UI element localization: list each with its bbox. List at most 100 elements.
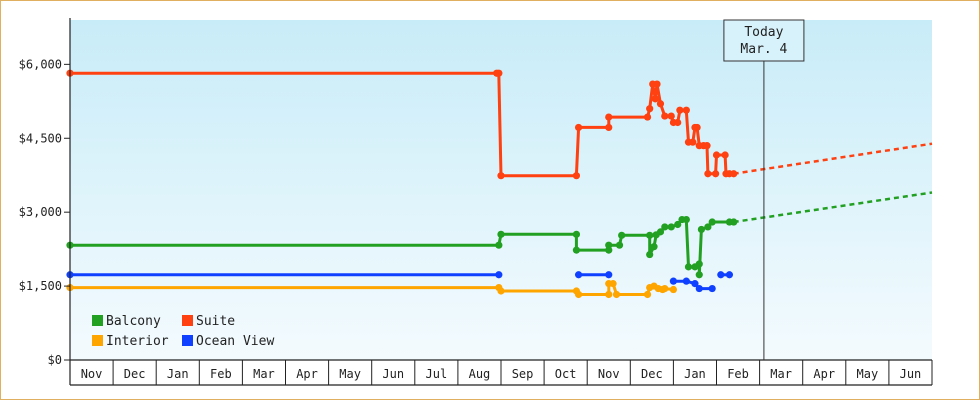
- data-point: [656, 228, 665, 236]
- data-point: [712, 151, 721, 159]
- plot-area: [70, 20, 932, 360]
- data-point: [708, 284, 716, 293]
- data-point: [712, 170, 720, 178]
- today-date: Mar. 4: [740, 42, 787, 57]
- data-point: [682, 106, 690, 114]
- data-point: [689, 138, 697, 146]
- data-point: [497, 230, 505, 238]
- legend-swatch: [92, 315, 103, 326]
- data-point: [572, 246, 581, 254]
- data-point: [695, 284, 703, 293]
- data-point: [704, 223, 712, 231]
- data-point: [605, 113, 613, 121]
- data-point: [695, 271, 703, 279]
- month-label: Feb: [210, 367, 232, 381]
- month-label: Feb: [727, 367, 749, 381]
- month-label: Nov: [598, 367, 620, 381]
- month-label: Jan: [684, 367, 706, 381]
- data-point: [650, 243, 658, 251]
- month-label: Apr: [296, 367, 318, 381]
- month-label: Apr: [813, 367, 835, 381]
- balcony-projection: [733, 191, 933, 224]
- data-point: [717, 271, 725, 279]
- today-label: Today: [744, 25, 783, 40]
- y-tick-label: $0: [48, 353, 62, 367]
- data-point: [605, 241, 613, 249]
- legend-swatch: [182, 335, 193, 346]
- data-point: [618, 231, 626, 239]
- data-point: [682, 277, 690, 285]
- month-label: May: [857, 367, 879, 381]
- data-point: [605, 290, 613, 299]
- data-point: [730, 170, 738, 178]
- data-point: [643, 113, 652, 121]
- data-point: [669, 277, 678, 285]
- data-point: [656, 100, 665, 108]
- legend-label: Balcony: [106, 314, 161, 329]
- month-label: Aug: [469, 367, 491, 381]
- today-box: [723, 19, 805, 62]
- data-point: [730, 218, 738, 226]
- data-point: [615, 241, 624, 249]
- month-label: Jan: [167, 367, 189, 381]
- legend-label: Ocean View: [196, 334, 274, 349]
- data-point: [495, 69, 503, 77]
- data-point: [684, 263, 693, 271]
- data-point: [653, 80, 661, 88]
- legend-swatch: [182, 315, 193, 326]
- data-point: [609, 280, 617, 288]
- data-point: [572, 172, 581, 180]
- data-point: [495, 241, 503, 249]
- legend-swatch: [92, 335, 103, 346]
- data-point: [725, 271, 734, 279]
- data-point: [497, 172, 505, 180]
- data-point: [605, 271, 613, 279]
- month-label: Oct: [555, 367, 577, 381]
- data-point: [646, 250, 654, 259]
- data-point: [574, 271, 583, 279]
- legend-label: Suite: [196, 314, 235, 329]
- data-point: [704, 170, 712, 178]
- data-point: [695, 260, 703, 268]
- data-point: [721, 151, 729, 159]
- y-tick-label: $3,000: [19, 205, 62, 219]
- data-point: [691, 280, 699, 288]
- data-point: [495, 271, 503, 279]
- data-point: [612, 290, 621, 299]
- data-point: [708, 218, 716, 226]
- data-point: [674, 118, 682, 127]
- data-point: [646, 105, 654, 113]
- data-point: [574, 290, 583, 299]
- month-label: Dec: [124, 367, 146, 381]
- y-tick-label: $4,500: [19, 131, 62, 145]
- month-label: Jun: [382, 367, 404, 381]
- data-point: [497, 287, 505, 295]
- data-point: [703, 142, 711, 150]
- month-label: Mar: [253, 367, 275, 381]
- data-point: [661, 223, 669, 231]
- data-point: [605, 246, 613, 254]
- data-point: [667, 223, 675, 231]
- month-label: Dec: [641, 367, 663, 381]
- data-point: [651, 95, 659, 103]
- month-label: Jun: [900, 367, 922, 381]
- data-point: [669, 285, 678, 294]
- y-tick-label: $1,500: [19, 279, 62, 293]
- month-label: Mar: [770, 367, 792, 381]
- data-point: [605, 123, 613, 132]
- data-point: [661, 112, 669, 120]
- data-point: [643, 290, 652, 299]
- suite-projection: [733, 142, 933, 175]
- data-point: [676, 106, 684, 114]
- data-point: [574, 123, 583, 132]
- data-point: [661, 284, 669, 293]
- month-label: May: [339, 367, 361, 381]
- data-point: [646, 231, 654, 239]
- data-point: [667, 112, 675, 120]
- month-label: Jul: [426, 367, 448, 381]
- data-point: [674, 220, 682, 229]
- data-point: [682, 215, 690, 224]
- data-point: [572, 230, 581, 238]
- legend-label: Interior: [106, 334, 169, 349]
